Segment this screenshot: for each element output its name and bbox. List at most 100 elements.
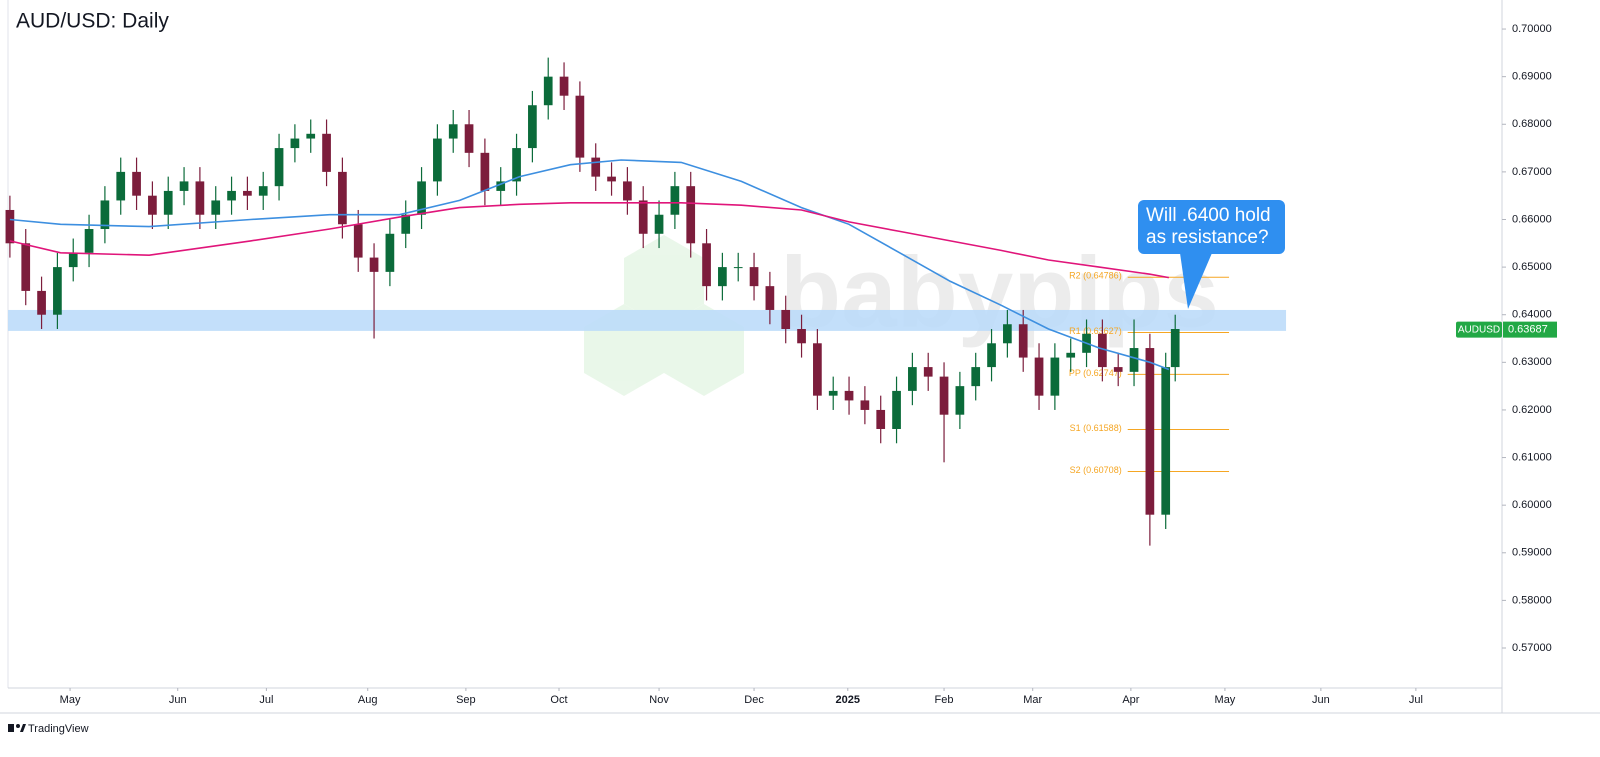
candle-body [765,286,775,310]
candle-body [718,267,727,287]
candle-body [702,243,711,287]
callout-pointer [1180,253,1212,309]
candle-body [528,105,537,149]
candle-body [306,133,316,139]
candle-body [5,209,15,244]
candle-body [401,214,411,234]
candle-body [1034,357,1044,396]
candle-body [1129,348,1139,372]
candle-body [908,367,917,391]
candle-body [132,171,141,196]
last-price-label: 0.63687 [1508,324,1548,336]
candle-body [512,148,521,182]
candle-body [37,290,46,315]
candle-body [638,200,648,234]
candle-body [163,190,173,215]
candle-body [543,76,553,106]
y-tick-label: 0.59000 [1512,547,1552,559]
candle-body [68,252,78,268]
candle-body [670,186,680,215]
candle-body [1161,367,1171,515]
y-tick-label: 0.57000 [1512,642,1552,654]
pivot-label: PP (0.62747) [1069,368,1122,378]
y-tick-label: 0.58000 [1512,594,1552,606]
x-tick-label: May [60,694,81,706]
x-tick-label: Apr [1122,694,1139,706]
pivot-label: R1 (0.63627) [1069,326,1122,336]
candle-body [84,229,94,253]
candle-body [591,157,601,177]
candle-body [1170,329,1180,368]
candle-body [955,386,965,415]
candle-body [813,343,822,396]
pivot-label: R2 (0.64786) [1069,271,1122,281]
candle-body [433,138,442,182]
candle-body [338,171,347,225]
x-tick-label: May [1215,694,1236,706]
y-tick-label: 0.63000 [1512,356,1552,368]
candle-body [480,152,490,191]
y-tick-label: 0.68000 [1512,118,1552,130]
y-tick-label: 0.67000 [1512,166,1552,178]
y-tick-label: 0.70000 [1512,23,1552,35]
callout: Will .6400 hold as resistance? [1138,200,1285,254]
candle-body [21,243,31,291]
y-tick-label: 0.66000 [1512,213,1552,225]
candle-body [844,390,854,401]
candle-body [575,95,585,158]
x-tick-label: Nov [649,694,669,706]
candle-body [448,124,458,139]
y-tick-label: 0.60000 [1512,499,1552,511]
candle-body [876,409,886,429]
x-tick-label: Feb [935,694,954,706]
candle-body [1145,348,1155,515]
candle-body [1018,324,1028,358]
candle-body [939,376,949,415]
candle-body [417,181,426,215]
candle-body [243,190,252,196]
candle-body [1050,357,1060,396]
candle-body [100,200,110,230]
candle-body [195,181,205,215]
resistance-zone [8,309,1287,331]
candle-body [923,367,933,377]
candle-body [559,76,569,96]
candle-body [369,257,379,272]
x-tick-label: Jul [1409,694,1423,706]
footer-brand: TradingView [28,723,89,735]
candle-body [353,224,363,258]
pivot-label: S1 (0.61588) [1070,423,1122,433]
pivot-label: S2 (0.60708) [1070,465,1122,475]
candle-body [971,367,981,387]
candle-body [464,124,474,153]
candle-body [322,133,331,172]
x-tick-label: 2025 [836,694,860,706]
last-price-box [1503,321,1557,338]
candle-body [116,171,126,201]
y-tick-label: 0.61000 [1512,451,1552,463]
candle-body [274,148,284,187]
candle-body [987,343,996,368]
candle-body [496,181,506,191]
candle-body [1098,333,1107,368]
moving-average [9,159,1170,371]
x-tick-label: Oct [550,694,567,706]
candle-body [860,400,870,410]
candle-body [258,186,268,196]
candle-body [290,138,300,149]
chart-title: AUD/USD: Daily [16,10,169,33]
y-tick-label: 0.64000 [1512,309,1552,321]
candle-body [148,195,157,215]
candle-body [623,181,632,201]
x-tick-label: Jun [1312,694,1330,706]
last-price-symbol: AUDUSD [1458,324,1500,335]
candle-body [828,390,838,396]
candle-body [1003,324,1012,344]
x-tick-label: Aug [358,694,378,706]
candle-body [211,200,221,215]
candle-body [1113,367,1123,372]
candle-body [781,309,791,330]
candle-body [686,186,696,244]
